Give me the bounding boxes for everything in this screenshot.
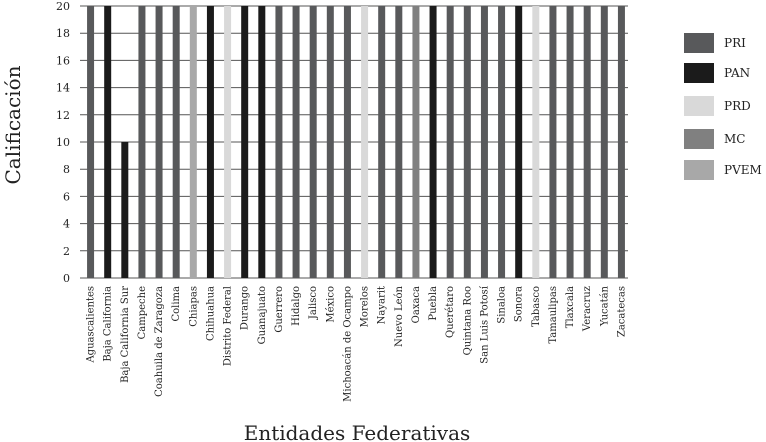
x-tick-label: Tabasco: [531, 286, 542, 327]
bar: [395, 6, 403, 278]
bar: [378, 6, 386, 278]
bar: [224, 6, 232, 278]
bar: [549, 6, 557, 278]
legend-label: PRD: [724, 99, 751, 113]
bar: [326, 6, 334, 278]
legend-label: PVEM: [724, 163, 762, 177]
x-tick-label: Guanajuato: [257, 286, 268, 344]
bar: [361, 6, 369, 278]
legend-label: MC: [724, 132, 745, 146]
bars: [87, 6, 625, 278]
bar: [121, 142, 129, 278]
x-tick-label: Campeche: [137, 286, 148, 339]
bar: [275, 6, 283, 278]
bar: [241, 6, 249, 278]
x-tick-label: Aguascalientes: [86, 286, 97, 364]
y-tick-label: 20: [56, 0, 70, 13]
bar: [87, 6, 95, 278]
x-tick-label: Coahuila de Zaragoza: [154, 286, 165, 397]
x-tick-label: Yucatán: [599, 285, 610, 327]
x-tick-label: Morelos: [360, 286, 371, 327]
x-tick-label: Guerrero: [274, 286, 285, 333]
x-tick-label: Hidalgo: [291, 286, 302, 326]
x-tick-label: Michoacán de Ocampo: [342, 286, 353, 402]
legend-label: PAN: [724, 66, 750, 80]
bar: [429, 6, 437, 278]
bar: [309, 6, 317, 278]
bar: [600, 6, 608, 278]
y-tick-labels: 0 2 4 6 8 10 12 14 16 18 20: [56, 0, 70, 285]
x-tick-label: Zacatecas: [616, 286, 627, 337]
x-tick-label: Tlaxcala: [565, 286, 576, 328]
bar: [463, 6, 471, 278]
x-tick-label: Veracruz: [582, 286, 593, 332]
x-tick-label: Durango: [240, 286, 251, 330]
y-tick-label: 0: [63, 272, 70, 285]
x-tick-label: Sinaloa: [497, 286, 508, 324]
legend-swatch: [684, 63, 714, 83]
y-tick-label: 18: [56, 27, 70, 40]
legend-swatch: [684, 160, 714, 180]
x-tick-label: Distrito Federal: [223, 286, 234, 366]
y-axis-title: Calificación: [1, 65, 25, 184]
x-tick-labels: Aguascalientes Baja California Baja Califo…: [86, 285, 628, 402]
x-tick-label: Quintana Roo: [462, 286, 473, 355]
bar: [189, 6, 197, 278]
x-tick-label: Chihuahua: [205, 286, 216, 341]
x-tick-label: Nuevo León: [394, 285, 405, 347]
bar: [206, 6, 214, 278]
y-tick-label: 2: [63, 245, 70, 258]
bar: [343, 6, 351, 278]
bar: [532, 6, 540, 278]
legend-swatch: [684, 129, 714, 149]
bar: [292, 6, 300, 278]
x-tick-label: Oaxaca: [411, 286, 422, 323]
x-axis-title: Entidades Federativas: [244, 421, 471, 442]
legend-swatch: [684, 33, 714, 53]
bar: [138, 6, 146, 278]
x-tick-label: Sonora: [514, 286, 525, 322]
x-tick-label: México: [325, 286, 336, 323]
x-tick-label: Tamaulipas: [548, 286, 559, 344]
bar: [498, 6, 506, 278]
x-tick-label: Chiapas: [188, 286, 199, 327]
x-tick-label: Jalisco: [308, 286, 319, 320]
bar: [583, 6, 591, 278]
x-tick-label: Colima: [171, 286, 182, 322]
x-tick-label: Querétaro: [445, 286, 456, 338]
bar: [617, 6, 625, 278]
y-tick-label: 4: [63, 218, 70, 231]
y-tick-label: 6: [63, 190, 70, 203]
x-tick-label: Nayarit: [377, 286, 388, 324]
bar: [172, 6, 180, 278]
y-tick-label: 10: [56, 136, 70, 149]
bar: [104, 6, 112, 278]
bar: [412, 6, 420, 278]
x-tick-label: Baja California: [103, 286, 114, 362]
bar: [566, 6, 574, 278]
y-tick-label: 12: [56, 109, 70, 122]
bar: [480, 6, 488, 278]
bar: [258, 6, 266, 278]
x-tick-label: Baja California Sur: [120, 286, 131, 383]
y-tick-label: 8: [63, 163, 70, 176]
x-tick-label: Puebla: [428, 286, 439, 321]
legend-swatch: [684, 96, 714, 116]
bar: [446, 6, 454, 278]
legend-label: PRI: [724, 36, 746, 50]
y-tick-label: 14: [56, 82, 70, 95]
bar: [155, 6, 163, 278]
x-tick-label: San Luis Potosí: [479, 285, 490, 364]
y-tick-label: 16: [56, 54, 70, 67]
legend: PRI PAN PRD MC PVEM: [684, 33, 762, 180]
bar: [515, 6, 523, 278]
